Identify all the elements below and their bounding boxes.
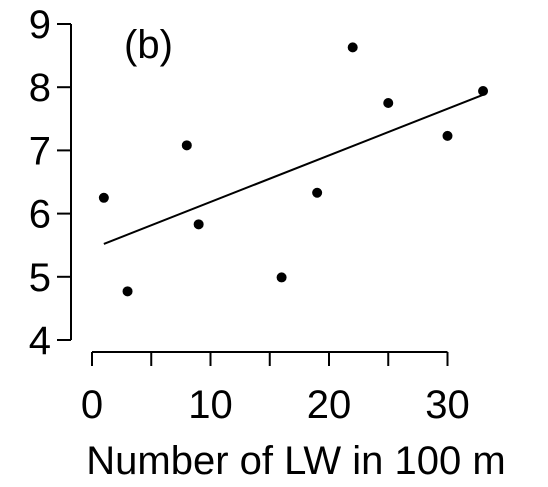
y-axis: 4 5 6 7 8 9 — [29, 3, 72, 363]
y-tick-label: 8 — [29, 66, 51, 110]
x-ticks: 0 10 20 30 — [81, 352, 470, 427]
trend-line — [103, 93, 484, 245]
y-tick-label: 7 — [29, 129, 51, 173]
data-point — [98, 192, 109, 203]
x-axis-title: Number of LW in 100 m — [86, 439, 505, 483]
data-point — [122, 286, 133, 297]
y-tick-label: 6 — [29, 193, 51, 237]
y-tick-label: 4 — [29, 319, 51, 363]
data-point — [276, 272, 287, 283]
data-points — [98, 42, 489, 297]
x-tick-label: 0 — [81, 383, 103, 427]
data-point — [442, 130, 453, 141]
x-tick-label: 10 — [188, 383, 233, 427]
data-point — [181, 140, 192, 151]
x-tick-label: 30 — [425, 383, 470, 427]
data-point — [193, 219, 204, 230]
x-axis: 0 10 20 30 — [81, 351, 470, 427]
data-point — [347, 42, 358, 53]
x-tick-label: 20 — [307, 383, 352, 427]
y-ticks: 4 5 6 7 8 9 — [29, 3, 71, 363]
panel-label: (b) — [124, 23, 173, 67]
y-tick-label: 5 — [29, 256, 51, 300]
y-tick-label: 9 — [29, 3, 51, 47]
data-point — [383, 98, 394, 108]
data-point — [312, 187, 323, 198]
data-point — [478, 85, 489, 96]
